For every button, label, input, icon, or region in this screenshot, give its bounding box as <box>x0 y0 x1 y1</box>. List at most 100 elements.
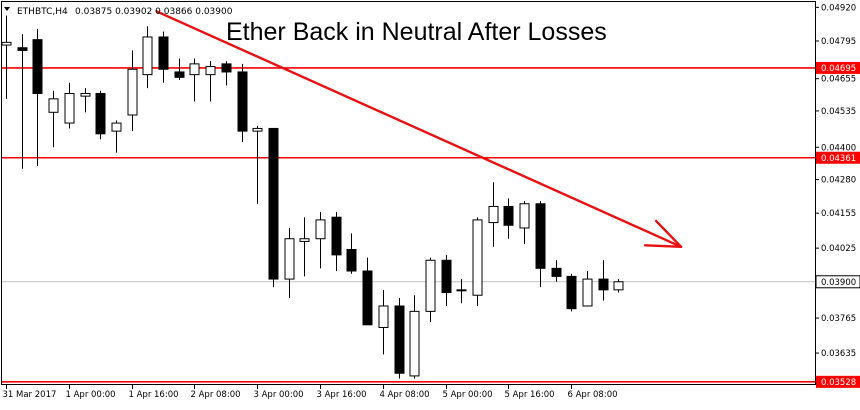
chart-header: ETHBTC,H4 0.03875 0.03902 0.03866 0.0390… <box>4 7 233 17</box>
candle-body-bearish <box>598 278 609 291</box>
y-tick-label: 0.04795 <box>821 37 856 47</box>
candle <box>48 90 59 148</box>
candle <box>362 257 373 326</box>
candle-body-bullish <box>205 66 216 76</box>
level-label-box <box>816 375 860 388</box>
time-axis: 31 Mar 2017 1 Apr 00:00 1 Apr 16:00 2 Apr 0… <box>3 384 618 400</box>
x-tick-label: 5 Apr 00:00 <box>443 390 493 400</box>
candle-body-bearish <box>551 267 562 277</box>
y-tick-label: 0.03635 <box>821 349 856 359</box>
candle-body-bearish <box>221 63 232 73</box>
candle <box>394 297 405 379</box>
candle <box>299 217 310 277</box>
candle-body-bearish <box>394 305 405 374</box>
x-tick-label: 1 Apr 16:00 <box>129 390 179 400</box>
candle-body-bearish <box>95 92 106 135</box>
candle <box>284 227 295 298</box>
level-price-label: 0.04695 <box>821 64 856 74</box>
candle <box>158 31 169 83</box>
candle-body-bullish <box>582 278 593 307</box>
symbol-dropdown-icon[interactable] <box>4 7 10 11</box>
x-tick-label: 4 Apr 08:00 <box>380 390 430 400</box>
y-tick-label: 0.04535 <box>821 107 856 117</box>
y-tick-label: 0.04400 <box>821 143 856 153</box>
trendline-arrow-head <box>643 244 683 249</box>
candle-body-bullish <box>1 41 12 46</box>
level-price-label: 0.03528 <box>821 378 856 388</box>
candle-body-bullish <box>488 205 499 224</box>
candle-body-bearish <box>174 71 185 78</box>
candle-body-bullish <box>425 259 436 312</box>
candle-body-bullish <box>472 219 483 296</box>
candle-body-bearish <box>362 270 373 326</box>
candle-body-bullish <box>378 305 389 329</box>
horizontal-levels <box>2 67 815 383</box>
candle-body-bullish <box>315 219 326 240</box>
candle <box>472 217 483 306</box>
x-tick-label: 6 Apr 08:00 <box>568 390 618 400</box>
candle-body-bearish <box>503 205 514 226</box>
plot-frame <box>1 1 816 385</box>
candle-body-bearish <box>17 47 28 51</box>
candle-body-bearish <box>32 39 43 94</box>
candle <box>409 295 420 379</box>
candle <box>237 63 248 142</box>
ohlc-values: 0.03875 0.03902 0.03866 0.03900 <box>75 7 233 17</box>
level-label-box <box>816 151 860 164</box>
candle-body-bullish <box>409 310 420 377</box>
candle <box>535 201 546 288</box>
candle-body-bearish <box>441 259 452 294</box>
y-tick-label: 0.04655 <box>821 75 856 85</box>
candle <box>551 260 562 282</box>
candle-body-bullish <box>613 281 624 291</box>
y-tick-label: 0.03765 <box>821 314 856 324</box>
candle <box>95 90 106 140</box>
y-tick-label: 0.04920 <box>821 3 856 13</box>
candle-body-bearish <box>346 248 357 272</box>
level-label-box <box>816 61 860 74</box>
candle-body-bullish <box>284 238 295 280</box>
candle <box>80 88 91 113</box>
candle-body-bearish <box>535 203 546 269</box>
candle-body-bullish <box>111 122 122 132</box>
symbol-label: ETHBTC,H4 <box>17 7 68 17</box>
candle-body-bullish <box>127 68 138 116</box>
trendline <box>155 10 683 249</box>
candle <box>331 211 342 272</box>
candlesticks <box>1 15 624 379</box>
candle <box>378 289 389 355</box>
candle <box>17 34 28 169</box>
candle <box>315 211 326 269</box>
candle-body-bullish <box>80 92 91 97</box>
candle <box>488 182 499 247</box>
price-axis: 0.04920 0.04795 0.04655 0.04535 0.04400 0.042… <box>815 3 860 388</box>
candle <box>566 273 577 312</box>
candle <box>64 82 75 129</box>
candle <box>441 254 452 306</box>
candle <box>613 279 624 293</box>
candle <box>189 58 200 102</box>
x-tick-label: 3 Apr 16:00 <box>317 390 367 400</box>
candle <box>174 58 185 81</box>
x-tick-label: 31 Mar 2017 <box>3 390 57 400</box>
candle <box>346 233 357 274</box>
chart-title: Ether Back in Neutral After Losses <box>226 18 607 46</box>
candle-body-bearish <box>566 275 577 310</box>
candle-body-bearish <box>237 71 248 132</box>
candle <box>111 120 122 153</box>
candle-body-bearish <box>158 36 169 70</box>
level-price-label: 0.04361 <box>821 154 856 164</box>
candle-body-bullish <box>64 92 75 124</box>
candle <box>598 260 609 301</box>
candle <box>142 26 153 89</box>
current-price-box <box>815 275 860 289</box>
candle <box>205 61 216 102</box>
trendline-arrow-head <box>654 219 683 249</box>
candle <box>32 28 43 167</box>
candle <box>1 15 12 99</box>
candle-body-bullish <box>252 127 263 132</box>
candle <box>268 127 279 288</box>
candle <box>252 125 263 204</box>
candle <box>503 198 514 239</box>
